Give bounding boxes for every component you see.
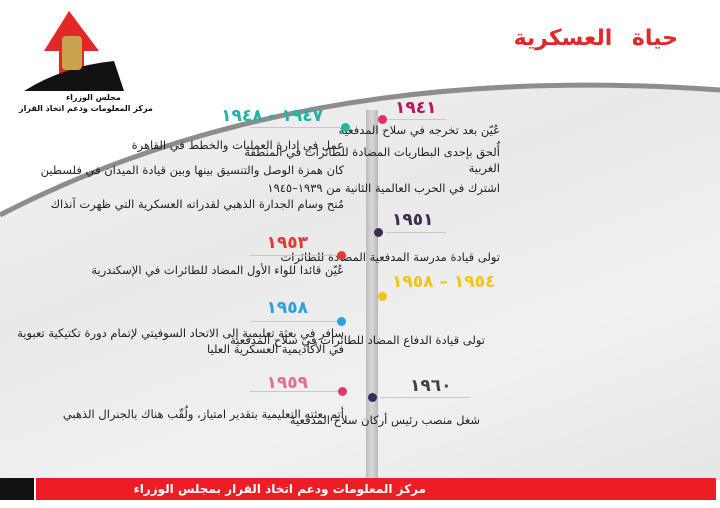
- timeline-dot: [374, 228, 383, 237]
- event-text: أتم بعثته التعليمية بتقدير امتياز، ولُقّ…: [62, 407, 344, 421]
- year-label: ١٩٤١: [395, 98, 437, 118]
- year-label: ١٩٦٠: [410, 376, 452, 396]
- year-label: ١٩٤٧ - ١٩٤٨: [221, 106, 323, 126]
- timeline-dot: [341, 123, 350, 132]
- connector: [380, 397, 470, 398]
- event-text: أُلحق بإحدى البطاريات المضادة للطائرات ف…: [244, 145, 500, 175]
- connector: [250, 127, 340, 128]
- year-label: ١٩٥٩: [266, 373, 308, 393]
- year-label: ١٩٥٨: [266, 298, 308, 318]
- logo: مجلس الوزراء مركز المعلومات ودعم اتخاذ ا…: [14, 6, 153, 116]
- logo-line1: مجلس الوزراء: [66, 93, 121, 102]
- connector: [250, 391, 340, 392]
- connector: [250, 255, 340, 256]
- event-text: مُنح وسام الجدارة الذهبي لقدراته العسكري…: [50, 197, 344, 211]
- timeline-dot: [368, 393, 377, 402]
- connector: [250, 321, 340, 322]
- event-text: اشترك في الحرب العالمية الثانية من ١٩٣٩–…: [267, 181, 500, 195]
- connector: [386, 119, 446, 120]
- page-title: حياة العسكرية: [513, 26, 678, 51]
- footer-stub: [0, 478, 34, 500]
- year-label: ١٩٥٤ – ١٩٥٨: [392, 272, 496, 292]
- timeline-bar: [366, 110, 378, 478]
- eagle-emblem-icon: [24, 11, 124, 91]
- year-label: ١٩٥١: [392, 210, 434, 230]
- event-text: عُيّن قائدا للواء الأول المضاد للطائرات …: [91, 263, 344, 277]
- event-text: تولى قيادة الدفاع المضاد للطائرات في سلا…: [230, 333, 485, 347]
- timeline-dot: [338, 387, 347, 396]
- footer-banner: مركز المعلومات ودعم اتخاذ القرار بمجلس ا…: [36, 478, 716, 500]
- event-text: تولى قيادة مدرسة المدفعية المضادة للطائر…: [280, 250, 500, 264]
- event-text: شغل منصب رئيس أركان سلاح المدفعية: [289, 413, 480, 427]
- event-text: عمل في إدارة العمليات والخطط في القاهرة: [131, 138, 344, 152]
- timeline-dot: [337, 317, 346, 326]
- event-text: عُيّن بعد تخرجه في سلاح المدفعية: [338, 123, 500, 137]
- logo-line2: مركز المعلومات ودعم اتخاذ القرار: [19, 104, 153, 113]
- timeline-dot: [378, 115, 387, 124]
- timeline-dot: [337, 251, 346, 260]
- event-text: سافر في بعثة تعليمية إلى الاتحاد السوفيت…: [17, 326, 344, 356]
- event-text: كان همزة الوصل والتنسيق بينها وبين قيادة…: [40, 163, 344, 177]
- year-label: ١٩٥٣: [266, 233, 308, 253]
- connector: [386, 232, 446, 233]
- timeline-dot: [378, 292, 387, 301]
